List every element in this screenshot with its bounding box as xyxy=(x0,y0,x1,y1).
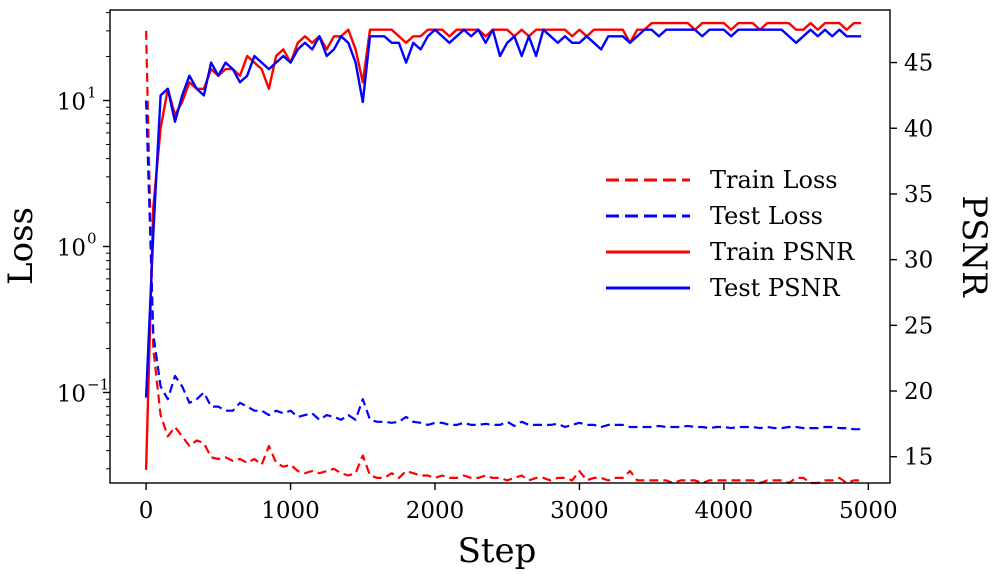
x-tick-label: 4000 xyxy=(695,498,754,524)
left-tick-exponent: −1 xyxy=(87,375,109,393)
legend-label: Train PSNR xyxy=(710,238,855,266)
left-tick-exponent: 0 xyxy=(87,230,97,248)
series-layer xyxy=(144,21,862,485)
x-tick-label: 2000 xyxy=(406,498,465,524)
x-axis-title: Step xyxy=(458,531,537,571)
right-tick-label: 40 xyxy=(904,116,933,142)
right-axis-title: PSNR xyxy=(954,195,994,298)
x-tick-label: 3000 xyxy=(550,498,609,524)
legend: Train Loss Test Loss Train PSNR Test PSNR xyxy=(606,166,855,302)
left-tick-label: 10 xyxy=(57,236,86,262)
series-line-test-psnr xyxy=(144,28,862,398)
series-line-train-loss xyxy=(145,30,862,485)
x-axis: 0 1000 2000 3000 4000 5000 xyxy=(139,483,898,524)
right-tick-label: 25 xyxy=(904,313,933,339)
right-tick-label: 35 xyxy=(904,182,933,208)
legend-label: Train Loss xyxy=(710,166,838,194)
right-tick-label: 45 xyxy=(904,51,933,77)
left-axis-title: Loss xyxy=(1,207,41,285)
left-tick-label: 10 xyxy=(57,90,86,116)
x-tick-label: 0 xyxy=(139,498,154,524)
series-line-test-loss xyxy=(145,100,862,431)
right-y-axis: 15 20 25 30 35 40 45 xyxy=(890,51,933,471)
x-tick-label: 5000 xyxy=(839,498,898,524)
legend-label: Test PSNR xyxy=(710,274,841,302)
left-tick-exponent: 1 xyxy=(87,84,97,102)
left-tick-label: 10 xyxy=(57,381,86,407)
right-tick-label: 20 xyxy=(904,379,933,405)
x-tick-label: 1000 xyxy=(261,498,320,524)
series-line-train-psnr xyxy=(144,21,862,470)
right-tick-label: 15 xyxy=(904,445,933,471)
legend-label: Test Loss xyxy=(710,202,823,230)
right-tick-label: 30 xyxy=(904,248,933,274)
